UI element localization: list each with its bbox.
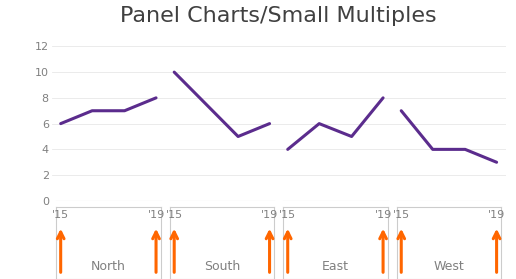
Text: '19: '19: [261, 210, 278, 220]
Text: '15: '15: [279, 210, 296, 220]
Text: South: South: [204, 260, 240, 273]
Title: Panel Charts/Small Multiples: Panel Charts/Small Multiples: [120, 6, 437, 27]
Text: '15: '15: [393, 210, 410, 220]
Text: North: North: [91, 260, 126, 273]
Text: '19: '19: [488, 210, 505, 220]
Text: West: West: [433, 260, 464, 273]
Text: '19: '19: [375, 210, 392, 220]
Text: '15: '15: [166, 210, 183, 220]
Text: '19: '19: [148, 210, 165, 220]
Text: '15: '15: [52, 210, 69, 220]
Text: East: East: [322, 260, 349, 273]
